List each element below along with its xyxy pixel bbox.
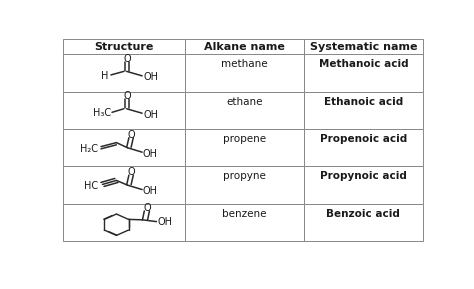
Text: methane: methane	[221, 59, 267, 69]
Bar	[184, 129, 304, 166]
Bar	[184, 54, 304, 92]
Bar	[63, 39, 184, 54]
Text: Structure: Structure	[94, 42, 154, 52]
Text: Methanoic acid: Methanoic acid	[319, 59, 408, 69]
Bar	[184, 166, 304, 204]
Bar	[63, 166, 184, 204]
Text: Propynoic acid: Propynoic acid	[320, 171, 407, 181]
Bar	[304, 129, 423, 166]
Text: HC: HC	[84, 181, 99, 191]
Text: propyne: propyne	[223, 171, 265, 181]
Text: Alkane name: Alkane name	[204, 42, 284, 52]
Text: OH: OH	[143, 186, 158, 196]
Text: O: O	[128, 130, 135, 140]
Bar	[304, 204, 423, 241]
Text: OH: OH	[143, 110, 158, 120]
Text: OH: OH	[157, 218, 172, 227]
Bar	[63, 204, 184, 241]
Text: benzene: benzene	[222, 209, 266, 219]
Bar	[304, 92, 423, 129]
Text: OH: OH	[143, 149, 158, 159]
Text: Systematic name: Systematic name	[310, 42, 417, 52]
Text: ethane: ethane	[226, 97, 263, 107]
Bar	[304, 39, 423, 54]
Text: Benzoic acid: Benzoic acid	[327, 209, 400, 219]
Bar	[63, 54, 184, 92]
Text: O: O	[128, 167, 135, 177]
Text: Ethanoic acid: Ethanoic acid	[324, 97, 403, 107]
Text: propene: propene	[223, 134, 266, 144]
Bar	[184, 39, 304, 54]
Text: H: H	[101, 71, 109, 81]
Text: H₃C: H₃C	[92, 108, 111, 118]
Bar	[184, 204, 304, 241]
Text: O: O	[123, 91, 131, 101]
Text: O: O	[123, 54, 131, 64]
Text: O: O	[143, 203, 151, 213]
Text: OH: OH	[143, 72, 158, 82]
Bar	[304, 54, 423, 92]
Text: Propenoic acid: Propenoic acid	[320, 134, 407, 144]
Text: H₂C: H₂C	[80, 144, 98, 154]
Bar	[304, 166, 423, 204]
Bar	[184, 92, 304, 129]
Bar	[63, 129, 184, 166]
Bar	[63, 92, 184, 129]
